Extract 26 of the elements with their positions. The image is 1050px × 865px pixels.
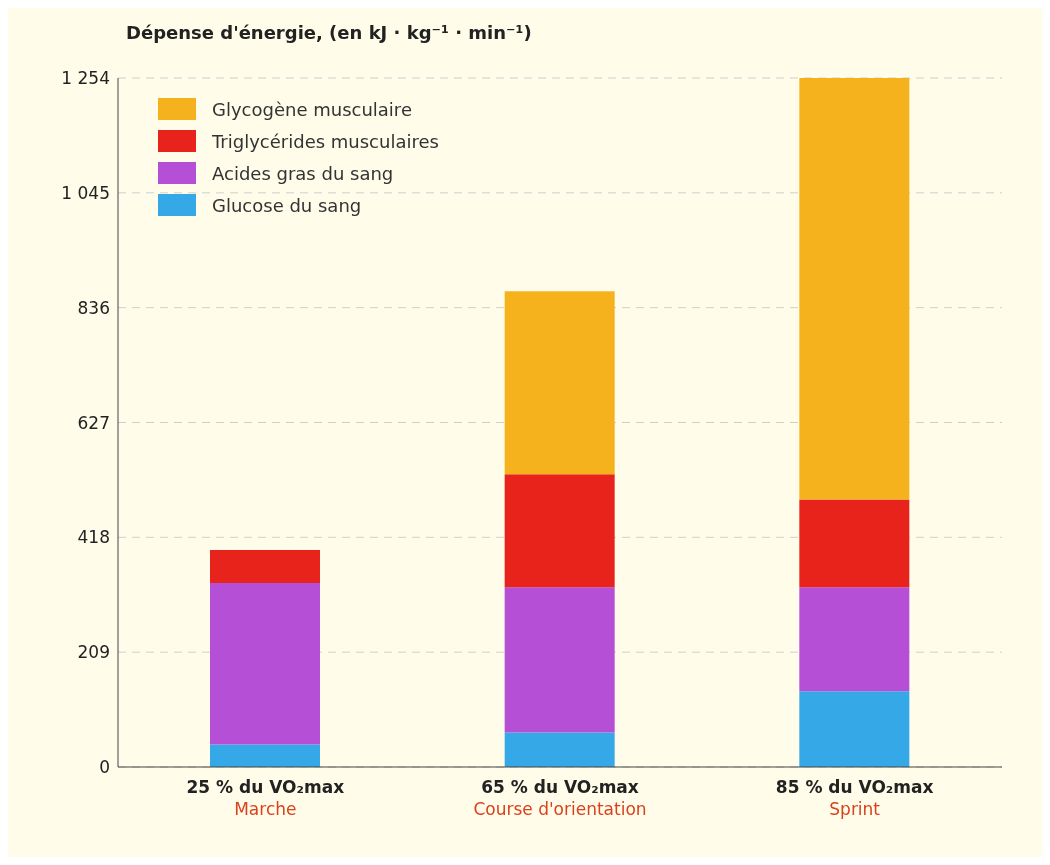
y-tick-label: 418 <box>77 527 110 548</box>
y-tick-label: 1 254 <box>61 68 110 89</box>
bar <box>799 499 910 588</box>
y-tick-label: 1 045 <box>61 182 110 203</box>
bar <box>799 78 910 500</box>
bar <box>210 582 320 745</box>
bar <box>504 587 615 733</box>
y-tick-label: 836 <box>77 297 110 318</box>
y-axis-title: Dépense d'énergie, (en kJ · kg⁻¹ · min⁻¹) <box>126 22 532 43</box>
bar <box>504 474 615 588</box>
bar <box>799 691 910 767</box>
bar <box>210 549 320 583</box>
bar <box>504 291 615 475</box>
legend-label: Glucose du sang <box>212 194 362 216</box>
y-tick-label: 627 <box>77 412 110 433</box>
legend-label: Triglycérides musculaires <box>212 130 439 152</box>
y-tick-label: 209 <box>77 642 110 663</box>
bar <box>504 732 615 767</box>
legend-label: Glycogène musculaire <box>212 98 412 120</box>
x-tick-label: 85 % du VO₂max Sprint <box>775 777 934 819</box>
bar <box>799 587 910 692</box>
y-tick-label: 0 <box>99 757 110 778</box>
x-tick-label: 65 % du VO₂max Course d'orientation <box>473 777 647 819</box>
x-tick-label: 25 % du VO₂max Marche <box>186 777 345 819</box>
legend-label: Acides gras du sang <box>212 162 394 184</box>
bar <box>210 744 320 767</box>
